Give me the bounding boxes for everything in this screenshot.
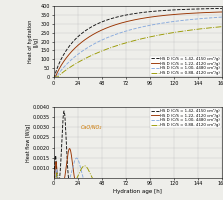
HS D (C/S = 0.88, 4120 cm²/g): [217, 185, 220, 187]
X-axis label: Hydration age [h]: Hydration age [h]: [113, 189, 162, 194]
Line: HS D (C/S = 1.42, 4150 cm²/g): HS D (C/S = 1.42, 4150 cm²/g): [54, 8, 222, 77]
HS D (C/S = 1.42, 4150 cm²/g): [217, 185, 220, 187]
HS D (C/S = 0.88, 4120 cm²/g): [124, 185, 127, 187]
HS D (C/S = 1.00, 4480 cm²/g): [117, 32, 120, 35]
HS D (C/S = 1.42, 4150 cm²/g): [72, 185, 74, 187]
HS D (C/S = 1.42, 4150 cm²/g): [52, 183, 55, 185]
HS D (C/S = 1.00, 4480 cm²/g): [199, 185, 202, 187]
HS D (C/S = 0.88, 4120 cm²/g): [83, 165, 86, 167]
HS D (C/S = 1.42, 4150 cm²/g): [117, 16, 120, 18]
Legend: HS D (C/S = 1.42, 4150 cm²/g), HS D (C/S = 1.22, 4120 cm²/g), HS D (C/S = 1.00, : HS D (C/S = 1.42, 4150 cm²/g), HS D (C/S…: [150, 108, 221, 128]
HS D (C/S = 1.22, 4120 cm²/g): [221, 11, 223, 13]
HS D (C/S = 0.88, 4120 cm²/g): [199, 185, 202, 187]
HS D (C/S = 1.42, 4150 cm²/g): [81, 31, 84, 34]
Legend: HS D (C/S = 1.42, 4150 cm²/g), HS D (C/S = 1.22, 4120 cm²/g), HS D (C/S = 1.00, : HS D (C/S = 1.42, 4150 cm²/g), HS D (C/S…: [150, 56, 221, 76]
HS D (C/S = 1.00, 4480 cm²/g): [75, 157, 78, 159]
HS D (C/S = 0.88, 4120 cm²/g): [71, 64, 74, 67]
HS D (C/S = 1.42, 4150 cm²/g): [124, 14, 127, 16]
Line: HS D (C/S = 1.00, 4480 cm²/g): HS D (C/S = 1.00, 4480 cm²/g): [54, 158, 222, 186]
Line: HS D (C/S = 0.88, 4120 cm²/g): HS D (C/S = 0.88, 4120 cm²/g): [54, 27, 222, 77]
HS D (C/S = 1.00, 4480 cm²/g): [71, 166, 74, 168]
HS D (C/S = 1.42, 4150 cm²/g): [221, 7, 223, 10]
HS D (C/S = 1.00, 4480 cm²/g): [124, 185, 127, 187]
HS D (C/S = 1.00, 4480 cm²/g): [52, 185, 55, 187]
Line: HS D (C/S = 0.88, 4120 cm²/g): HS D (C/S = 0.88, 4120 cm²/g): [54, 166, 222, 186]
HS D (C/S = 1.42, 4150 cm²/g): [52, 76, 55, 78]
Line: HS D (C/S = 1.22, 4120 cm²/g): HS D (C/S = 1.22, 4120 cm²/g): [54, 12, 222, 77]
HS D (C/S = 1.22, 4120 cm²/g): [124, 185, 127, 187]
HS D (C/S = 1.00, 4480 cm²/g): [71, 57, 74, 60]
HS D (C/S = 1.22, 4120 cm²/g): [117, 185, 120, 187]
HS D (C/S = 1.22, 4120 cm²/g): [199, 12, 202, 14]
HS D (C/S = 1.42, 4150 cm²/g): [81, 185, 84, 187]
HS D (C/S = 1.42, 4150 cm²/g): [199, 8, 202, 10]
HS D (C/S = 1.22, 4120 cm²/g): [199, 185, 202, 187]
HS D (C/S = 1.42, 4150 cm²/g): [124, 185, 127, 187]
HS D (C/S = 0.88, 4120 cm²/g): [124, 42, 127, 44]
HS D (C/S = 1.22, 4120 cm²/g): [52, 76, 55, 78]
HS D (C/S = 0.88, 4120 cm²/g): [81, 166, 84, 168]
HS D (C/S = 0.88, 4120 cm²/g): [52, 185, 55, 187]
HS D (C/S = 1.42, 4150 cm²/g): [117, 185, 120, 187]
HS D (C/S = 1.22, 4120 cm²/g): [71, 165, 74, 167]
HS D (C/S = 0.88, 4120 cm²/g): [221, 25, 223, 28]
HS D (C/S = 1.00, 4480 cm²/g): [217, 185, 220, 187]
HS D (C/S = 1.22, 4120 cm²/g): [221, 185, 223, 187]
HS D (C/S = 1.42, 4150 cm²/g): [217, 7, 220, 10]
HS D (C/S = 1.42, 4150 cm²/g): [199, 185, 202, 187]
HS D (C/S = 1.00, 4480 cm²/g): [81, 175, 84, 178]
HS D (C/S = 1.22, 4120 cm²/g): [81, 185, 84, 187]
Line: HS D (C/S = 1.00, 4480 cm²/g): HS D (C/S = 1.00, 4480 cm²/g): [54, 17, 222, 77]
HS D (C/S = 1.22, 4120 cm²/g): [124, 21, 127, 23]
HS D (C/S = 1.00, 4480 cm²/g): [221, 185, 223, 187]
HS D (C/S = 1.00, 4480 cm²/g): [124, 30, 127, 32]
Text: CaO/NO₂: CaO/NO₂: [81, 124, 102, 129]
HS D (C/S = 0.88, 4120 cm²/g): [52, 76, 55, 78]
HS D (C/S = 1.22, 4120 cm²/g): [217, 185, 220, 187]
HS D (C/S = 1.00, 4480 cm²/g): [221, 16, 223, 18]
Line: HS D (C/S = 1.22, 4120 cm²/g): HS D (C/S = 1.22, 4120 cm²/g): [54, 149, 222, 186]
Y-axis label: Heat flow [W/g]: Heat flow [W/g]: [26, 123, 31, 162]
HS D (C/S = 1.22, 4120 cm²/g): [71, 49, 74, 52]
Y-axis label: Heat of hydration
[J/g]: Heat of hydration [J/g]: [28, 20, 39, 63]
HS D (C/S = 1.00, 4480 cm²/g): [81, 50, 84, 52]
HS D (C/S = 1.22, 4120 cm²/g): [217, 11, 220, 13]
HS D (C/S = 1.42, 4150 cm²/g): [221, 185, 223, 187]
HS D (C/S = 0.88, 4120 cm²/g): [117, 44, 120, 46]
HS D (C/S = 0.88, 4120 cm²/g): [221, 185, 223, 187]
HS D (C/S = 1.22, 4120 cm²/g): [68, 147, 71, 150]
HS D (C/S = 0.88, 4120 cm²/g): [117, 185, 120, 187]
HS D (C/S = 1.22, 4120 cm²/g): [117, 23, 120, 25]
HS D (C/S = 0.88, 4120 cm²/g): [71, 184, 74, 186]
HS D (C/S = 0.88, 4120 cm²/g): [217, 26, 220, 28]
HS D (C/S = 1.22, 4120 cm²/g): [81, 40, 84, 43]
Line: HS D (C/S = 1.42, 4150 cm²/g): HS D (C/S = 1.42, 4150 cm²/g): [54, 111, 222, 186]
HS D (C/S = 1.42, 4150 cm²/g): [69, 185, 71, 187]
HS D (C/S = 1.42, 4150 cm²/g): [63, 110, 65, 112]
HS D (C/S = 0.88, 4120 cm²/g): [81, 59, 84, 61]
HS D (C/S = 1.00, 4480 cm²/g): [52, 76, 55, 78]
HS D (C/S = 1.00, 4480 cm²/g): [199, 17, 202, 20]
HS D (C/S = 1.00, 4480 cm²/g): [117, 185, 120, 187]
HS D (C/S = 1.22, 4120 cm²/g): [52, 185, 55, 187]
HS D (C/S = 1.00, 4480 cm²/g): [217, 16, 220, 19]
HS D (C/S = 1.42, 4150 cm²/g): [71, 41, 74, 43]
HS D (C/S = 0.88, 4120 cm²/g): [199, 28, 202, 30]
